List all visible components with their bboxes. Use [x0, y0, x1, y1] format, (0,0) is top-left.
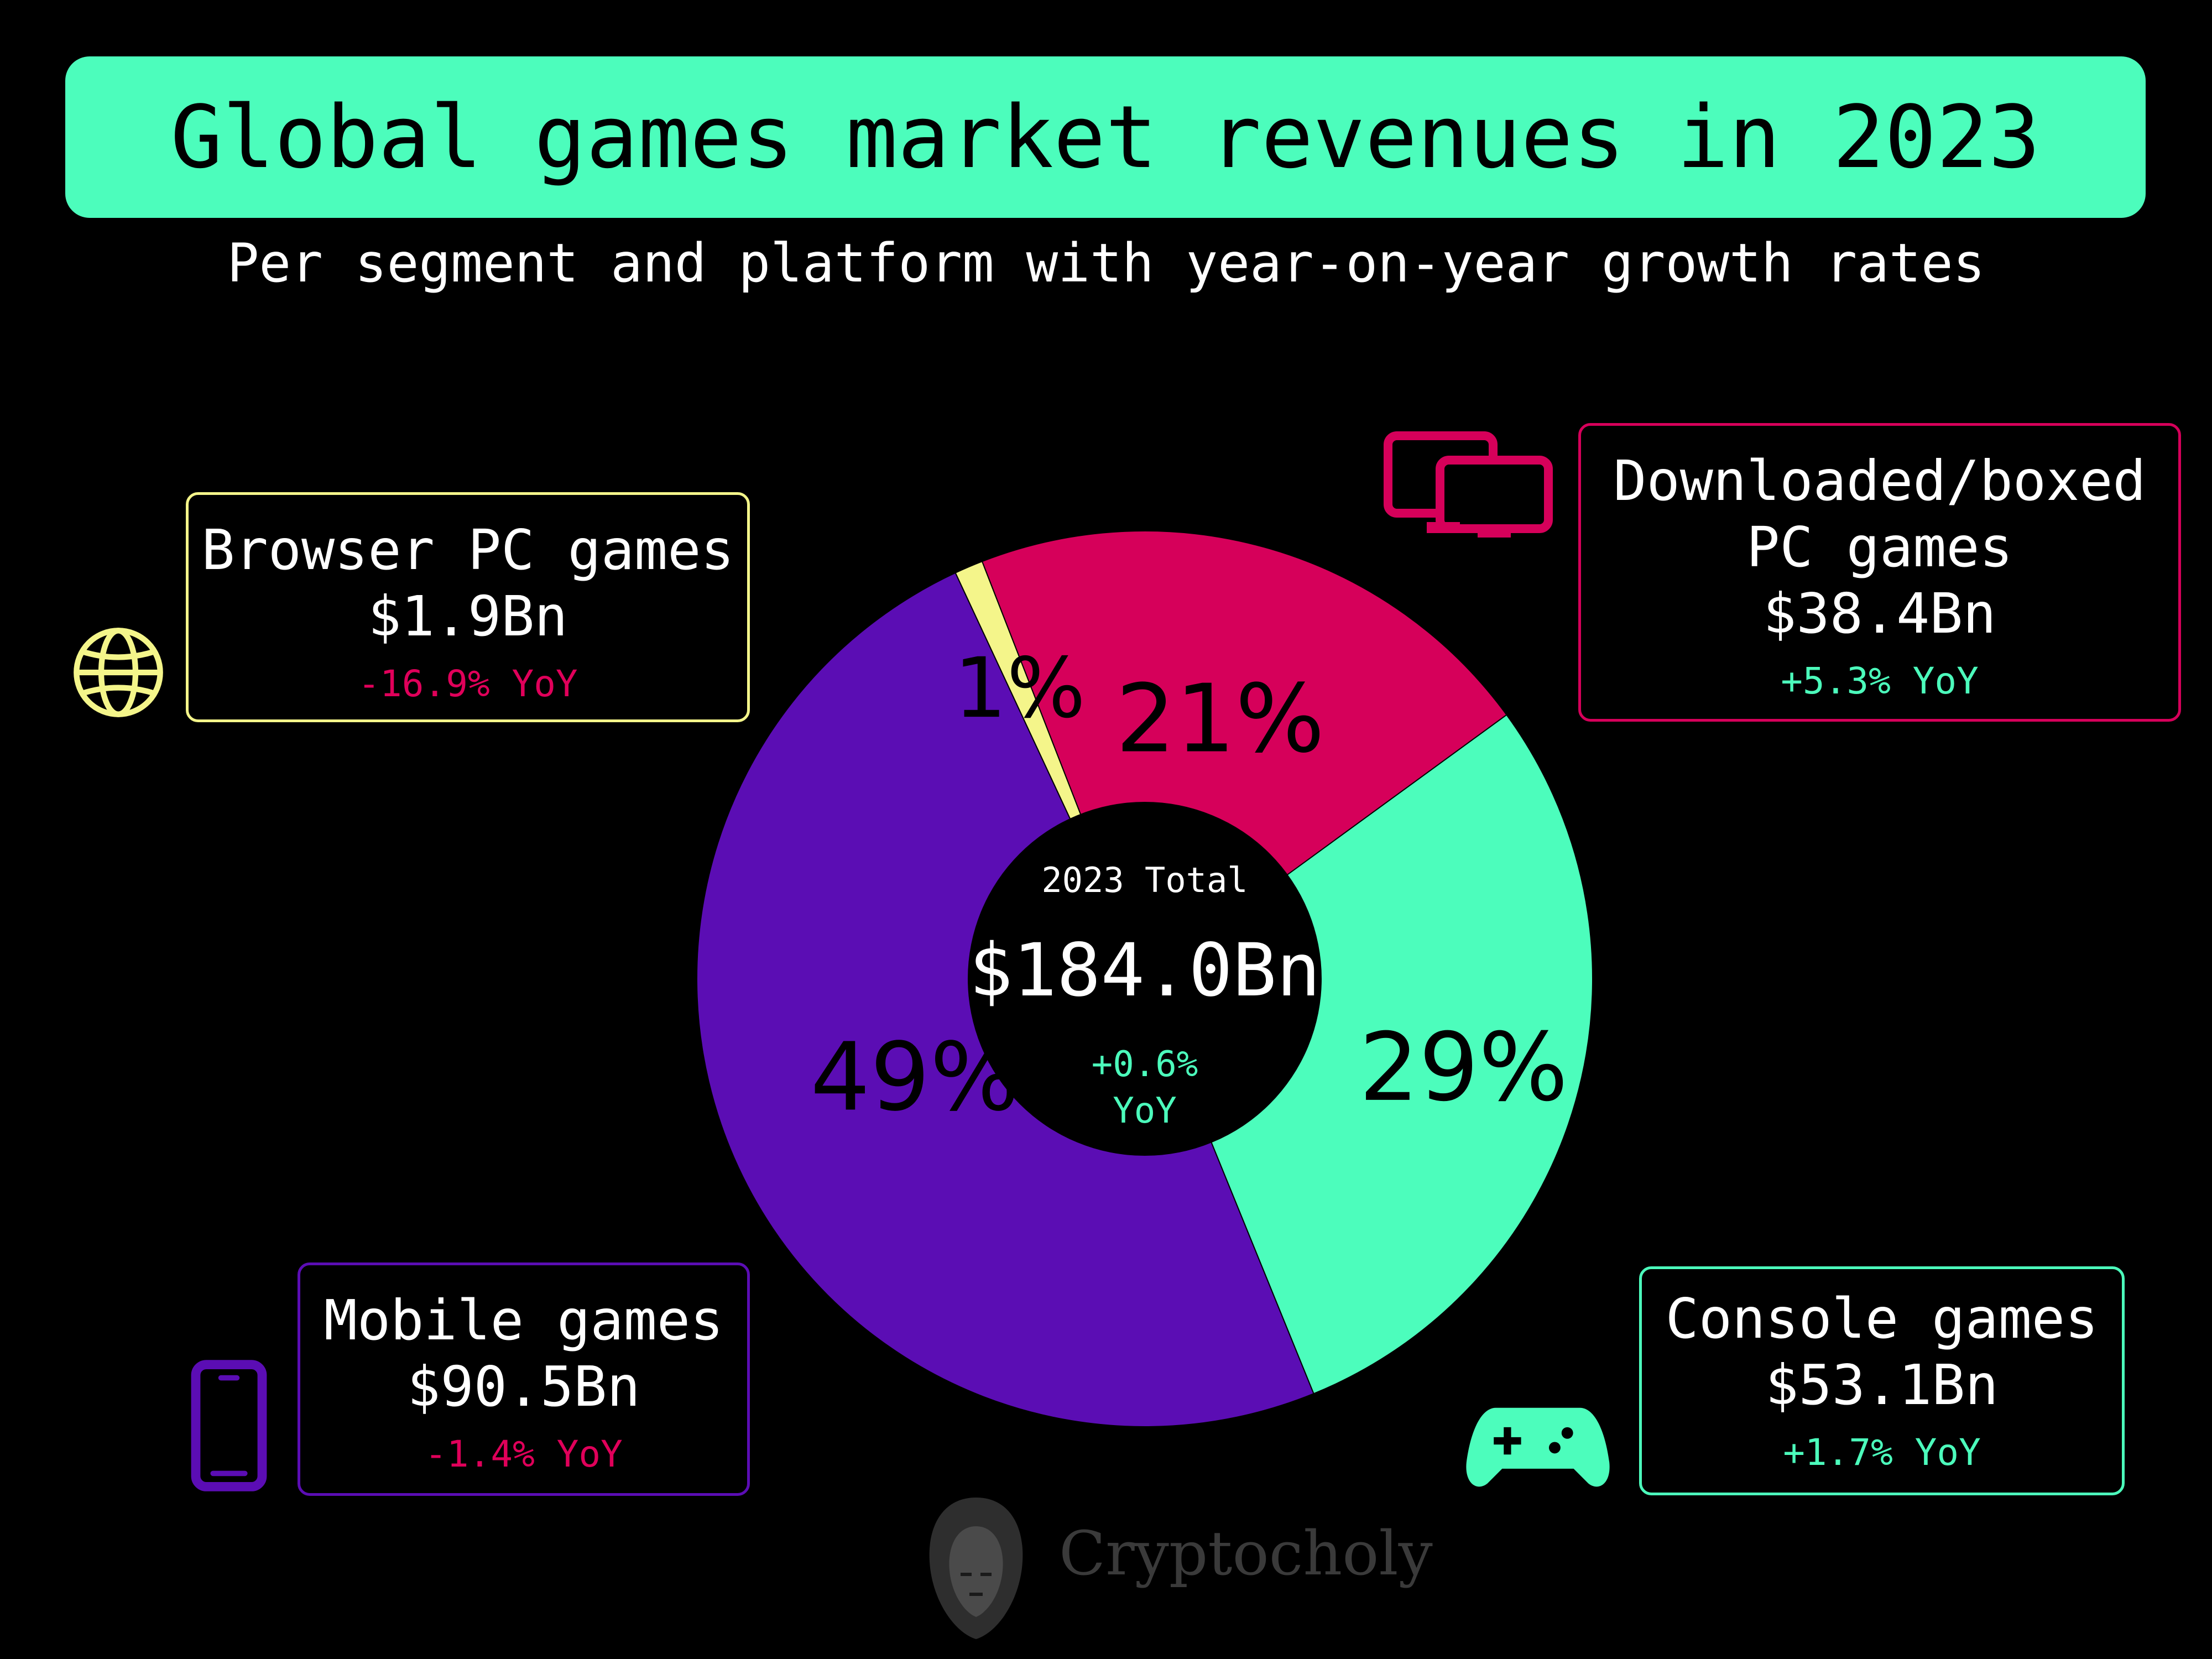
download-pc-yoy: +5.3% YoY	[1781, 660, 1979, 702]
globe-icon	[74, 628, 163, 717]
console-yoy: +1.7% YoY	[1783, 1431, 1981, 1474]
slice-labels: 1% 21% 29% 49%	[810, 640, 1568, 1132]
smartphone-icon	[191, 1360, 267, 1491]
browser-pc-name: Browser PC games	[201, 518, 734, 582]
download-pc-card: Downloaded/boxed PC games $38.4Bn +5.3% …	[1578, 423, 2181, 722]
donut-hole	[968, 802, 1322, 1156]
download-pc-name-line2: PC games	[1746, 515, 2013, 580]
console-value: $53.1Bn	[1765, 1353, 1999, 1417]
percent-label-downloaded-boxed-pc-games: 21%	[1116, 665, 1325, 774]
center-total: $184.0Bn	[969, 928, 1321, 1013]
browser-pc-card: Browser PC games $1.9Bn -16.9% YoY	[186, 492, 750, 722]
console-name: Console games	[1665, 1286, 2099, 1351]
slice-console-games	[1144, 714, 1593, 1395]
console-card: Console games $53.1Bn +1.7% YoY	[1639, 1266, 2125, 1495]
mobile-value: $90.5Bn	[407, 1354, 640, 1419]
title-banner: Global games market revenues in 2023	[65, 56, 2146, 218]
chart-title: Global games market revenues in 2023	[170, 87, 2041, 187]
mobile-name: Mobile games	[324, 1288, 724, 1353]
browser-pc-value: $1.9Bn	[368, 584, 568, 649]
center-yoy-unit: YoY	[1113, 1091, 1177, 1131]
chart-subtitle: Per segment and platform with year-on-ye…	[227, 232, 1985, 294]
center-yoy-value: +0.6%	[1092, 1044, 1198, 1085]
browser-pc-yoy: -16.9% YoY	[358, 662, 578, 705]
watermark-text: Cryptocholy	[1059, 1518, 1433, 1589]
download-pc-value: $38.4Bn	[1763, 581, 1996, 646]
mobile-card: Mobile games $90.5Bn -1.4% YoY	[298, 1262, 750, 1496]
mobile-yoy: -1.4% YoY	[425, 1433, 623, 1475]
center-label: 2023 Total	[1041, 860, 1248, 900]
percent-label-mobile-games: 49%	[810, 1022, 1019, 1132]
download-pc-name-line1: Downloaded/boxed	[1613, 448, 2146, 513]
hooded-face-logo	[929, 1498, 1023, 1639]
percent-label-browser-pc-games: 1%	[954, 640, 1086, 737]
dual-monitor-icon	[1384, 431, 1553, 538]
gamepad-icon	[1466, 1407, 1610, 1487]
percent-label-console-games: 29%	[1359, 1013, 1568, 1123]
